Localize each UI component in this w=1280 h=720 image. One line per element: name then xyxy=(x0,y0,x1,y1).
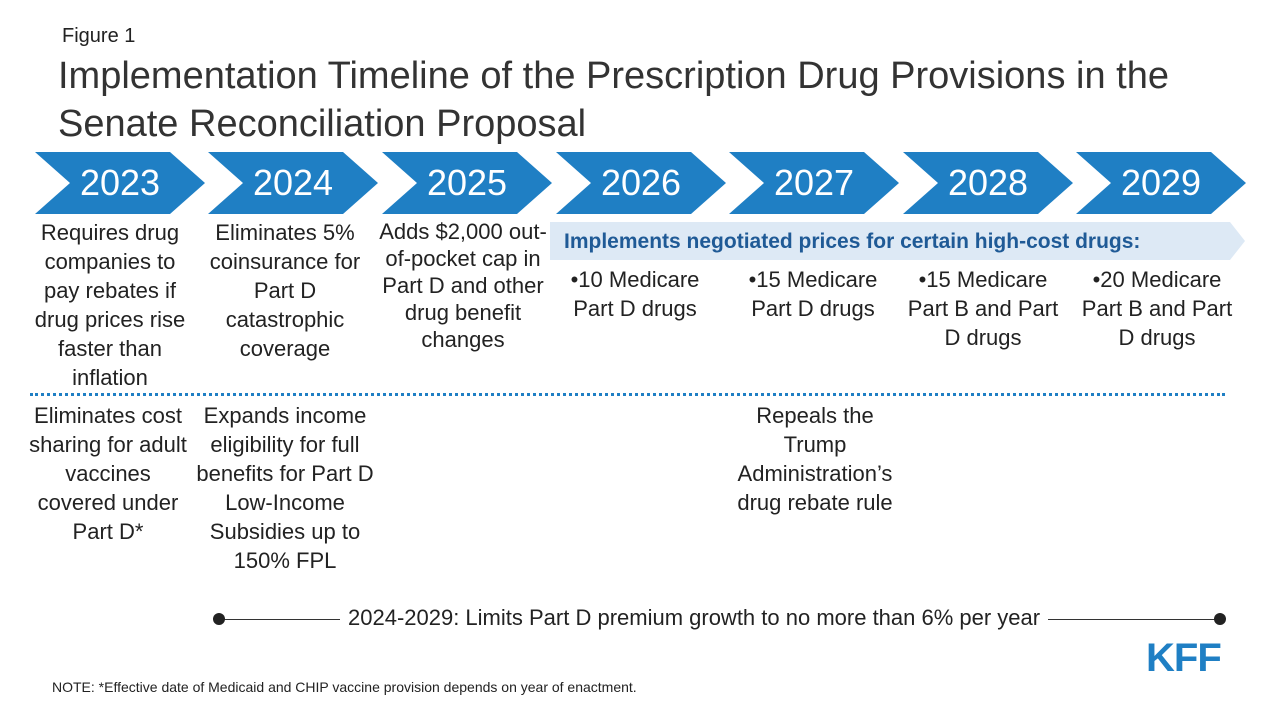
negotiation-item-2026: •10 Medicare Part D drugs xyxy=(570,267,700,321)
year-2023: 2023 xyxy=(79,162,161,203)
premium-line-end-dot xyxy=(1214,613,1226,625)
chevron-2028 xyxy=(903,152,1073,214)
provision-2024-lis: Expands income eligibility for full bene… xyxy=(196,403,374,573)
premium-growth-label: 2024-2029: Limits Part D premium growth … xyxy=(340,604,1049,632)
year-2024: 2024 xyxy=(252,162,334,203)
provision-2023-rebates: Requires drug companies to pay rebates i… xyxy=(34,220,186,390)
kff-logo: KFF xyxy=(1146,636,1222,680)
year-2027: 2027 xyxy=(773,162,855,203)
negotiation-header: Implements negotiated prices for certain… xyxy=(564,230,1141,253)
timeline-chevrons xyxy=(35,152,1246,214)
negotiation-banner xyxy=(550,222,1245,260)
chevron-2023 xyxy=(35,152,205,214)
year-2026: 2026 xyxy=(600,162,682,203)
provision-2023-vaccines: Eliminates cost sharing for adult vaccin… xyxy=(29,403,187,544)
chevron-2029 xyxy=(1076,152,1246,214)
page-title: Implementation Timeline of the Prescript… xyxy=(58,55,1169,145)
year-2025: 2025 xyxy=(426,162,508,203)
provision-2027-rebate-rule: Repeals the Trump Administration’s drug … xyxy=(737,403,893,515)
premium-line-start-dot xyxy=(213,613,225,625)
figure-label: Figure 1 xyxy=(62,25,136,47)
chevron-2024 xyxy=(208,152,378,214)
year-2029: 2029 xyxy=(1120,162,1202,203)
dotted-divider xyxy=(30,393,1225,396)
chevron-2026 xyxy=(556,152,726,214)
year-2028: 2028 xyxy=(947,162,1029,203)
provision-2024-coinsurance: Eliminates 5% coinsurance for Part D cat… xyxy=(209,220,361,361)
chevron-2025 xyxy=(382,152,552,214)
chevron-2027 xyxy=(729,152,899,214)
footnote: NOTE: *Effective date of Medicaid and CH… xyxy=(52,679,637,695)
negotiation-item-2027: •15 Medicare Part D drugs xyxy=(748,267,878,321)
negotiation-item-2029: •20 Medicare Part B and Part D drugs xyxy=(1081,267,1233,350)
provision-2025-oop-cap: Adds $2,000 out-of-pocket cap in Part D … xyxy=(379,219,547,352)
negotiation-item-2028: •15 Medicare Part B and Part D drugs xyxy=(907,267,1059,350)
